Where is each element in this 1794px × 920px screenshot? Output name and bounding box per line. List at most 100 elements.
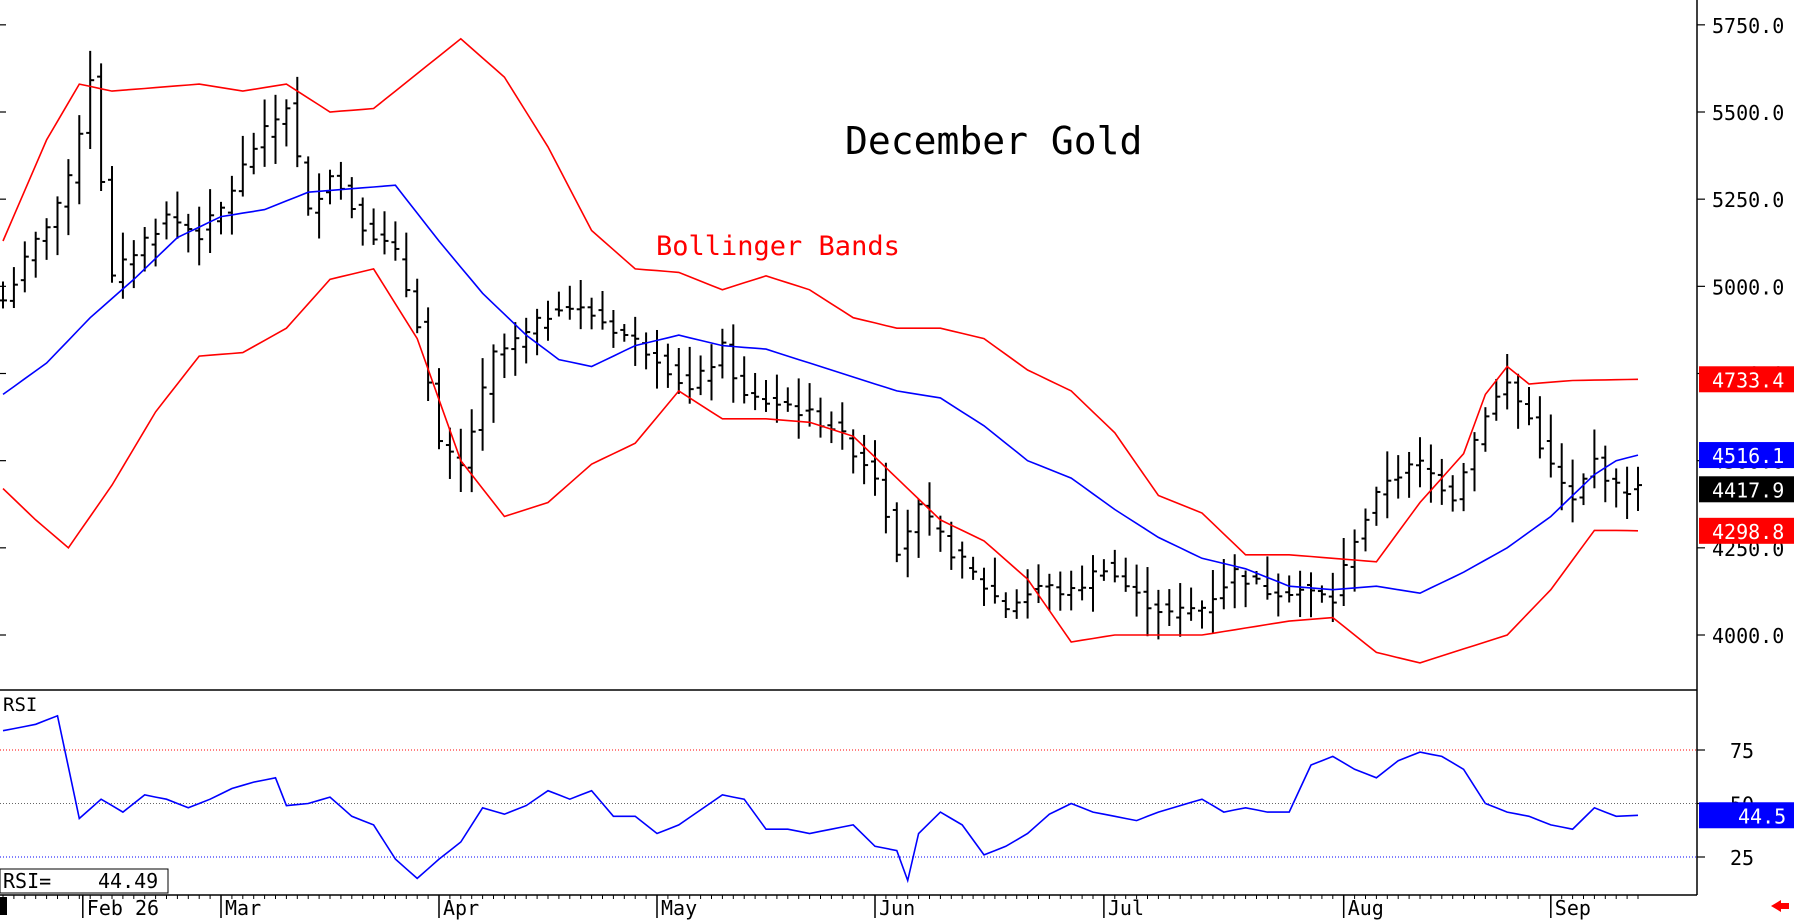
price-bar (674, 348, 683, 394)
middle-band-line (2, 184, 1639, 595)
price-bar (1285, 575, 1294, 603)
rsi-last-value-bg (1699, 802, 1794, 829)
price-bar (1132, 564, 1141, 617)
last-price-value: 4417.9 (1712, 478, 1784, 502)
price-bar (413, 278, 422, 334)
rsi-axis: 75502544.5 (1697, 739, 1794, 870)
date-label: Feb 26 (87, 896, 159, 920)
date-label: Jul (1108, 896, 1144, 920)
price-bar (729, 324, 738, 403)
price-bar (1579, 473, 1588, 506)
price-bar (435, 368, 443, 450)
price-bar (1481, 407, 1490, 452)
price-bar (249, 132, 258, 175)
price-bar (1612, 468, 1621, 508)
price-bar (1143, 567, 1152, 637)
bollinger-bands (2, 37, 1639, 664)
upper-band-line (2, 37, 1639, 563)
price-bar (1099, 559, 1108, 581)
price-bar (369, 208, 378, 245)
rsi-last-value: 44.5 (1738, 804, 1786, 828)
price-bar (282, 99, 291, 147)
rsi-tick-label: 75 (1730, 739, 1754, 763)
price-bar (685, 346, 694, 404)
price-bar (838, 402, 847, 450)
date-label: Mar (225, 896, 261, 920)
price-bar (1230, 554, 1239, 609)
price-bar (271, 94, 280, 164)
price-bar (1405, 451, 1414, 498)
price-bar (1416, 437, 1424, 488)
price-bar (751, 372, 760, 411)
price-bar (1296, 570, 1305, 618)
price-bar (576, 280, 585, 330)
price-bar (1001, 592, 1010, 618)
price-bar (1198, 600, 1206, 629)
price-bar (522, 317, 531, 364)
price-bar (881, 462, 890, 534)
price-bar (544, 300, 552, 341)
price-bar (173, 191, 182, 239)
price-bar (958, 541, 967, 579)
price-bar (1110, 549, 1119, 583)
price-bar (108, 166, 116, 283)
price-bar (20, 241, 29, 293)
price-bar (707, 344, 716, 401)
scroll-arrow-icon[interactable] (1771, 900, 1789, 912)
price-bar (1492, 378, 1501, 421)
price-bar (358, 197, 367, 246)
price-bar (1067, 570, 1076, 611)
price-bar (740, 356, 749, 404)
price-bar (718, 328, 727, 379)
price-bar (140, 227, 149, 272)
price-bar (238, 135, 247, 197)
price-bar (1339, 537, 1348, 607)
price-bar (1274, 573, 1283, 617)
price-bar (1078, 565, 1087, 601)
price-bar (947, 521, 956, 570)
price-bar (1514, 373, 1523, 429)
date-axis: Feb 26 Mar Apr May Jun Jul Aug Sep (2, 895, 1639, 920)
price-bar (533, 308, 542, 356)
rsi-panel (0, 714, 1697, 884)
price-bar (162, 201, 171, 240)
middle-band-value-bg (1699, 442, 1794, 469)
price-bar (97, 63, 106, 191)
price-bar (587, 297, 596, 330)
lower-band-line (2, 267, 1639, 664)
price-bar (805, 383, 814, 427)
price-bar (1121, 557, 1130, 592)
rsi-tick-label: 25 (1730, 846, 1754, 870)
price-bar (1525, 387, 1533, 426)
price-bar (500, 333, 509, 379)
price-bar (227, 175, 236, 235)
price-bar (980, 567, 988, 606)
price-bar (1328, 572, 1337, 623)
price-bar (609, 310, 618, 348)
upper-band-value-bg (1699, 366, 1794, 393)
price-bar (75, 115, 84, 205)
rsi-readout-box (0, 868, 169, 894)
price-bar (762, 379, 770, 412)
price-bar (1045, 573, 1054, 611)
price-bar (9, 267, 18, 309)
price-bar (783, 387, 792, 412)
price-bar (217, 201, 225, 235)
price-tick-label: 4000.0 (1712, 624, 1784, 648)
price-bar (936, 515, 945, 552)
price-bar (969, 556, 978, 580)
price-bar (53, 196, 62, 256)
price-tick-label: 5750.0 (1712, 14, 1784, 38)
price-bar (1056, 571, 1065, 611)
price-bar (1023, 569, 1032, 619)
price-bar (1601, 445, 1610, 503)
price-bar (511, 322, 520, 376)
middle-band-value: 4516.1 (1712, 444, 1784, 468)
price-bar (347, 177, 356, 219)
price-bar (391, 221, 400, 261)
price-bar (860, 434, 869, 485)
price-bar (663, 343, 672, 388)
rsi-line (2, 714, 1639, 884)
price-bar (195, 206, 204, 266)
